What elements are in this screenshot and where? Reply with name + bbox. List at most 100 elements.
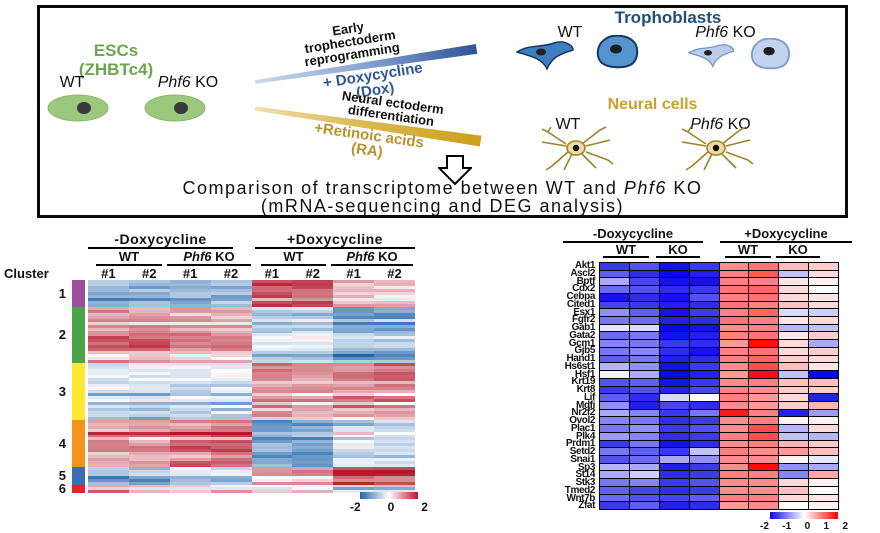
lh-heatmap-cell <box>292 469 334 473</box>
lh-heatmap-cell <box>88 398 129 402</box>
lh-heatmap-cell <box>333 413 375 417</box>
lh-heatmap-cell <box>251 484 293 488</box>
lh-heatmap-cell <box>128 298 170 301</box>
rh-heatmap-cell <box>600 394 629 401</box>
lh-heatmap-row <box>88 428 415 432</box>
lh-heatmap-cell <box>374 374 415 378</box>
lh-heatmap-cell <box>251 286 293 289</box>
lh-cluster-number: 6 <box>58 481 66 496</box>
lh-heatmap-cell <box>169 356 211 360</box>
lh-heatmap-cell <box>292 304 334 307</box>
rh-heatmap-cell <box>629 479 659 486</box>
lh-heatmap-cell <box>128 309 170 313</box>
lh-heatmap-cell <box>88 301 129 304</box>
rh-heatmap-cell <box>600 286 629 293</box>
lh-heatmap-cell <box>251 422 293 426</box>
rh-heatmap-cell <box>779 371 809 378</box>
lh-heatmap-cell <box>88 298 129 301</box>
lh-heatmap-cell <box>251 330 293 334</box>
lh-heatmap-cell <box>210 428 252 432</box>
lh-cluster-segment <box>72 307 85 363</box>
rh-gene-label: Ascl2 <box>570 267 595 279</box>
lh-heatmap-cell <box>292 283 334 286</box>
lh-heatmap-cell <box>169 283 211 286</box>
lh-heatmap-cell <box>169 339 211 343</box>
lh-heatmap-cell <box>88 449 129 453</box>
troph-ko-round-cell-icon <box>750 38 790 70</box>
lh-heatmap-cell <box>251 295 293 298</box>
esc-cell-wt-icon <box>47 94 109 122</box>
lh-heatmap-cell <box>292 292 334 295</box>
lh-heatmap-cell <box>374 283 415 286</box>
lh-heatmap-cell <box>169 315 211 319</box>
rh-gene-label: Cited1 <box>566 298 596 310</box>
lh-heatmap-cell <box>333 404 375 408</box>
rh-heatmap-cell <box>719 263 749 270</box>
lh-heatmap-cell <box>88 348 129 352</box>
lh-heatmap-cell <box>88 446 129 450</box>
lh-heatmap-cell <box>169 295 211 298</box>
rh-heatmap-cell <box>779 332 809 340</box>
lh-heatmap-cell <box>333 307 375 310</box>
lh-heatmap-cell <box>169 386 211 390</box>
rh-heatmap-cell <box>600 471 629 479</box>
rh-heatmap-cell <box>600 455 629 463</box>
rh-heatmap-cell <box>719 394 749 401</box>
lh-heatmap-cell <box>128 487 170 491</box>
lh-heatmap-row <box>88 365 415 369</box>
rh-heatmap-cell <box>809 448 838 455</box>
rh-heatmap-cell <box>719 309 749 317</box>
lh-heatmap-cell <box>169 484 211 488</box>
rh-plus-dox-header: +Doxycycline <box>720 227 852 243</box>
rh-heatmap-cell <box>689 455 719 463</box>
lh-cluster-segment <box>72 363 85 420</box>
lh-heatmap-cell <box>128 416 170 420</box>
rh-heatmap-cell <box>749 486 779 494</box>
troph-ko-gene: Phf6 <box>695 24 729 41</box>
rh-heatmap-cell <box>719 386 749 394</box>
lh-heatmap-cell <box>88 478 129 482</box>
neuron-wt-icon <box>541 126 614 171</box>
lh-heatmap-cell <box>169 307 211 310</box>
lh-heatmap-cell <box>374 404 415 408</box>
lh-heatmap-cell <box>374 312 415 316</box>
rh-heatmap-cell <box>809 317 838 324</box>
lh-heatmap-cell <box>88 434 129 438</box>
lh-heatmap-cell <box>292 452 334 456</box>
lh-heatmap-cell <box>374 354 415 357</box>
lh-heatmap-cell <box>169 383 211 387</box>
rh-gene-label: Hsf1 <box>574 368 595 380</box>
lh-heatmap-cell <box>210 487 252 491</box>
rh-heatmap-cell <box>809 455 838 463</box>
rh-heatmap-cell <box>689 432 719 440</box>
lh-heatmap-cell <box>251 365 293 369</box>
rh-heatmap-cell <box>600 263 629 270</box>
rh-gene-label: Gcm1 <box>568 337 596 349</box>
lh-heatmap-row <box>88 446 415 450</box>
lh-heatmap-cell <box>251 452 293 456</box>
lh-heatmap-cell <box>210 449 252 453</box>
lh-heatmap-cell <box>374 395 415 399</box>
lh-heatmap-cell <box>374 463 415 467</box>
lh-heatmap-cell <box>374 315 415 319</box>
rh-heatmap-cell <box>629 502 659 509</box>
lh-heatmap-cell <box>128 475 170 479</box>
lh-heatmap-cell <box>333 351 375 354</box>
lh-heatmap-cell <box>88 333 129 337</box>
rh-heatmap-cell <box>629 347 659 355</box>
lh-heatmap-cell <box>88 475 129 479</box>
lh-heatmap-cell <box>333 407 375 411</box>
lh-minus-dox-header: -Doxycycline <box>88 232 233 249</box>
rh-heatmap-cell <box>779 409 809 417</box>
rh-heatmap-cell <box>809 309 838 317</box>
rh-heatmap-cell <box>689 371 719 378</box>
lh-heatmap-cell <box>333 434 375 438</box>
rh-heatmap-cell <box>600 386 629 394</box>
lh-heatmap-cell <box>251 298 293 301</box>
lh-heatmap-cell <box>251 345 293 349</box>
lh-heatmap-cell <box>374 469 415 473</box>
lh-heatmap-row <box>88 458 415 461</box>
lh-heatmap-cell <box>128 410 170 414</box>
lh-heatmap-row <box>88 455 415 458</box>
lh-heatmap-cell <box>333 333 375 337</box>
